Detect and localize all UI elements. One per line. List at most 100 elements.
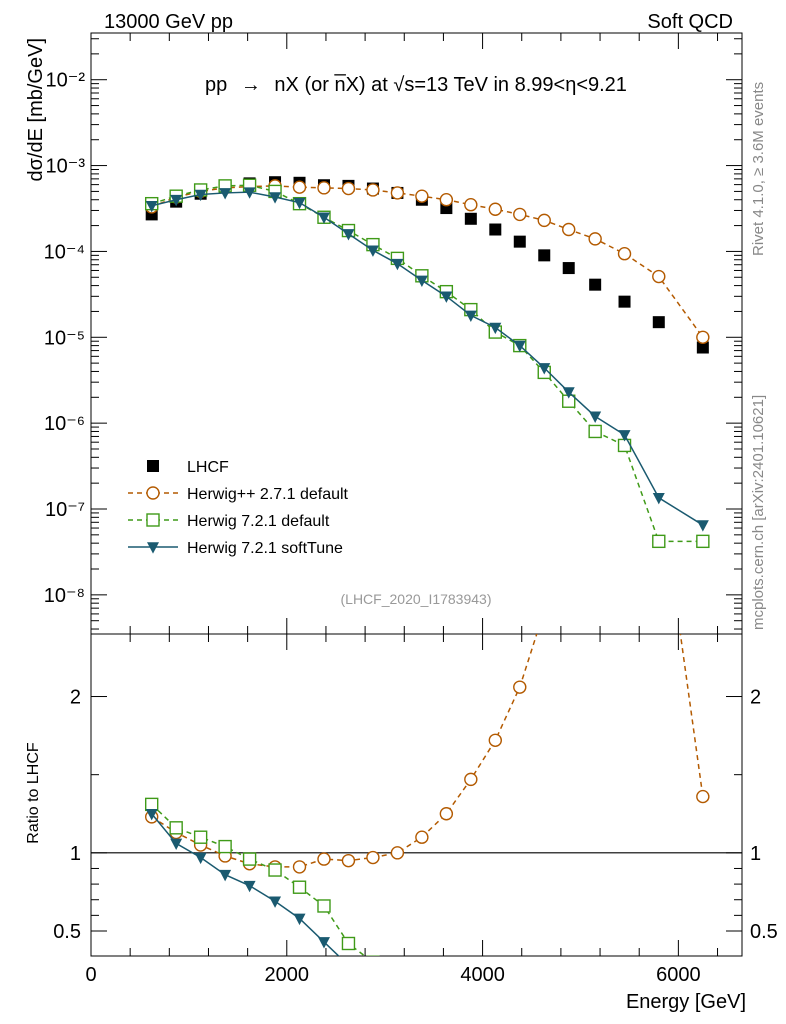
main-point-lhcf: [464, 212, 477, 225]
main-point-lhcf: [489, 223, 502, 236]
main-point-herwigpp-2-7-1-default: [652, 269, 666, 284]
rivet-version-label: Rivet 4.1.0, ≥ 3.6M events: [750, 82, 767, 256]
ratio-point-herwigpp-2-7-1-default: [513, 680, 527, 694]
main-y-tick-label: 10⁻²: [46, 70, 86, 92]
main-point-herwig-7-2-1-softtune: [366, 245, 379, 257]
main-point-lhcf: [513, 235, 526, 248]
ratio-line-herwig-7-2-1-softtune: [151, 813, 340, 956]
main-point-herwig-7-2-1-softtune: [652, 493, 665, 505]
x-axis-label: Energy [GeV]: [626, 991, 746, 1013]
legend: LHCF Herwig++ 2.7.1 default Herwig 7.2.1 d…: [128, 459, 349, 557]
main-point-herwig-7-2-1-softtune: [342, 229, 355, 241]
x-tick-label: 6000: [656, 964, 701, 986]
ratio-point-herwig-7-2-1-softtune: [465, 992, 477, 1003]
ratio-point-herwig-7-2-1-softtune: [317, 937, 330, 949]
main-y-tick-label: 10⁻³: [46, 156, 86, 178]
main-y-tick-label: 10⁻⁶: [44, 413, 85, 435]
main-point-lhcf: [696, 341, 709, 354]
main-point-herwigpp-2-7-1-default: [415, 189, 429, 203]
ratio-line-herwigpp-2-7-1-default: [151, 634, 704, 868]
ratio-point-herwig-7-2-1-softtune: [269, 896, 282, 908]
ratio-point-herwig-7-2-1-softtune: [538, 997, 550, 1008]
ratio-y-tick-label-right: 1: [750, 843, 761, 865]
main-point-lhcf: [652, 316, 665, 329]
main-line-herwigpp-2-7-1-default: [151, 185, 704, 338]
ratio-point-herwig-7-2-1-default: [563, 995, 575, 1007]
main-point-herwigpp-2-7-1-default: [439, 193, 454, 207]
x-tick-label: 2000: [265, 964, 310, 986]
main-point-lhcf: [618, 295, 631, 308]
main-point-herwigpp-2-7-1-default: [513, 207, 527, 222]
title-process: nX (or n̅X) at √s=13 TeV in 8.99<η<9.21: [274, 73, 627, 96]
ratio-point-herwigpp-2-7-1-default: [317, 852, 331, 866]
ratio-point-herwigpp-2-7-1-default: [653, 472, 665, 484]
main-point-herwigpp-2-7-1-default: [292, 180, 307, 194]
ratio-point-herwigpp-2-7-1-default: [538, 605, 550, 617]
ratio-point-herwig-7-2-1-softtune: [563, 998, 575, 1009]
main-point-herwig-7-2-1-softtune: [538, 363, 551, 375]
main-y-tick-label: 10⁻⁷: [45, 499, 85, 521]
ratio-point-herwigpp-2-7-1-default: [341, 853, 356, 868]
main-point-herwig-7-2-1-softtune: [464, 310, 477, 322]
main-y-tick-label: 10⁻⁴: [44, 241, 85, 263]
ratio-point-herwig-7-2-1-softtune: [367, 975, 379, 986]
ratio-point-herwig-7-2-1-default: [292, 880, 307, 894]
main-point-herwig-7-2-1-softtune: [589, 411, 602, 423]
ratio-point-herwig-7-2-1-default: [391, 964, 403, 976]
ratio-point-herwigpp-2-7-1-default: [696, 789, 710, 804]
main-point-lhcf: [589, 278, 602, 291]
header-right: Soft QCD: [647, 11, 733, 33]
legend-marker-herwig-7-2-1-default: [146, 513, 160, 527]
main-point-herwig-7-2-1-softtune: [194, 189, 207, 202]
ratio-point-herwig-7-2-1-softtune: [219, 869, 232, 882]
main-y-axis-label: dσ/dE [mb/GeV]: [25, 38, 47, 182]
main-point-herwig-7-2-1-softtune: [170, 194, 183, 207]
ratio-point-herwigpp-2-7-1-default: [464, 772, 478, 787]
ratio-y-tick-label-right: 0.5: [750, 921, 778, 943]
header-left: 13000 GeV pp: [104, 11, 233, 33]
ratio-point-herwig-7-2-1-default: [440, 980, 452, 992]
main-point-herwigpp-2-7-1-default: [464, 198, 478, 212]
ratio-point-herwigpp-2-7-1-default: [390, 846, 405, 860]
main-point-lhcf: [538, 249, 551, 262]
ratio-point-herwig-7-2-1-default: [268, 863, 282, 877]
ratio-point-herwig-7-2-1-default: [317, 899, 331, 913]
ratio-point-herwig-7-2-1-default: [242, 852, 257, 866]
main-point-herwigpp-2-7-1-default: [696, 330, 710, 344]
legend-marker-herwigpp-2-7-1-default: [146, 486, 160, 500]
main-point-herwig-7-2-1-default: [696, 534, 710, 549]
ratio-point-herwigpp-2-7-1-default: [292, 860, 307, 874]
ratio-point-herwig-7-2-1-softtune: [440, 989, 452, 1000]
legend-label-herwig-7-2-1-default: Herwig 7.2.1 default: [187, 513, 330, 530]
main-point-herwig-7-2-1-softtune: [145, 200, 158, 213]
legend-label-lhcf: LHCF: [187, 459, 229, 476]
main-point-herwigpp-2-7-1-default: [488, 202, 503, 216]
plot-title: pp → nX (or n̅X) at √s=13 TeV in 8.99<η<…: [205, 73, 627, 96]
ratio-point-herwigpp-2-7-1-default: [563, 565, 575, 577]
ratio-point-herwig-7-2-1-softtune: [416, 986, 428, 997]
ratio-point-herwig-7-2-1-softtune: [342, 961, 354, 972]
ratio-point-herwigpp-2-7-1-default: [415, 830, 429, 844]
ratio-point-herwig-7-2-1-softtune: [293, 913, 306, 926]
ratio-point-herwig-7-2-1-default: [538, 994, 550, 1006]
main-point-herwigpp-2-7-1-default: [390, 186, 405, 200]
main-line-herwig-7-2-1-default: [151, 184, 703, 543]
ratio-point-herwig-7-2-1-default: [193, 830, 208, 844]
main-point-herwig-7-2-1-softtune: [562, 387, 575, 399]
ratio-point-herwig-7-2-1-default: [514, 991, 526, 1003]
main-point-herwig-7-2-1-softtune: [243, 187, 256, 199]
main-point-herwig-7-2-1-softtune: [219, 188, 232, 200]
main-point-herwig-7-2-1-softtune: [317, 212, 330, 224]
ratio-point-herwigpp-2-7-1-default: [488, 733, 503, 747]
ratio-point-herwig-7-2-1-softtune: [145, 808, 158, 821]
legend-label-herwig-7-2-1-softtune: Herwig 7.2.1 softTune: [187, 540, 343, 557]
ratio-point-herwig-7-2-1-default: [169, 821, 183, 835]
main-point-herwig-7-2-1-softtune: [391, 258, 404, 271]
ratio-point-herwig-7-2-1-default: [366, 955, 380, 956]
main-point-herwig-7-2-1-softtune: [618, 430, 631, 442]
legend-label-herwigpp-2-7-1-default: Herwig++ 2.7.1 default: [187, 486, 349, 503]
main-point-herwig-7-2-1-softtune: [269, 192, 282, 204]
ratio-point-herwig-7-2-1-softtune: [489, 993, 501, 1004]
main-point-herwig-7-2-1-softtune: [440, 291, 453, 303]
